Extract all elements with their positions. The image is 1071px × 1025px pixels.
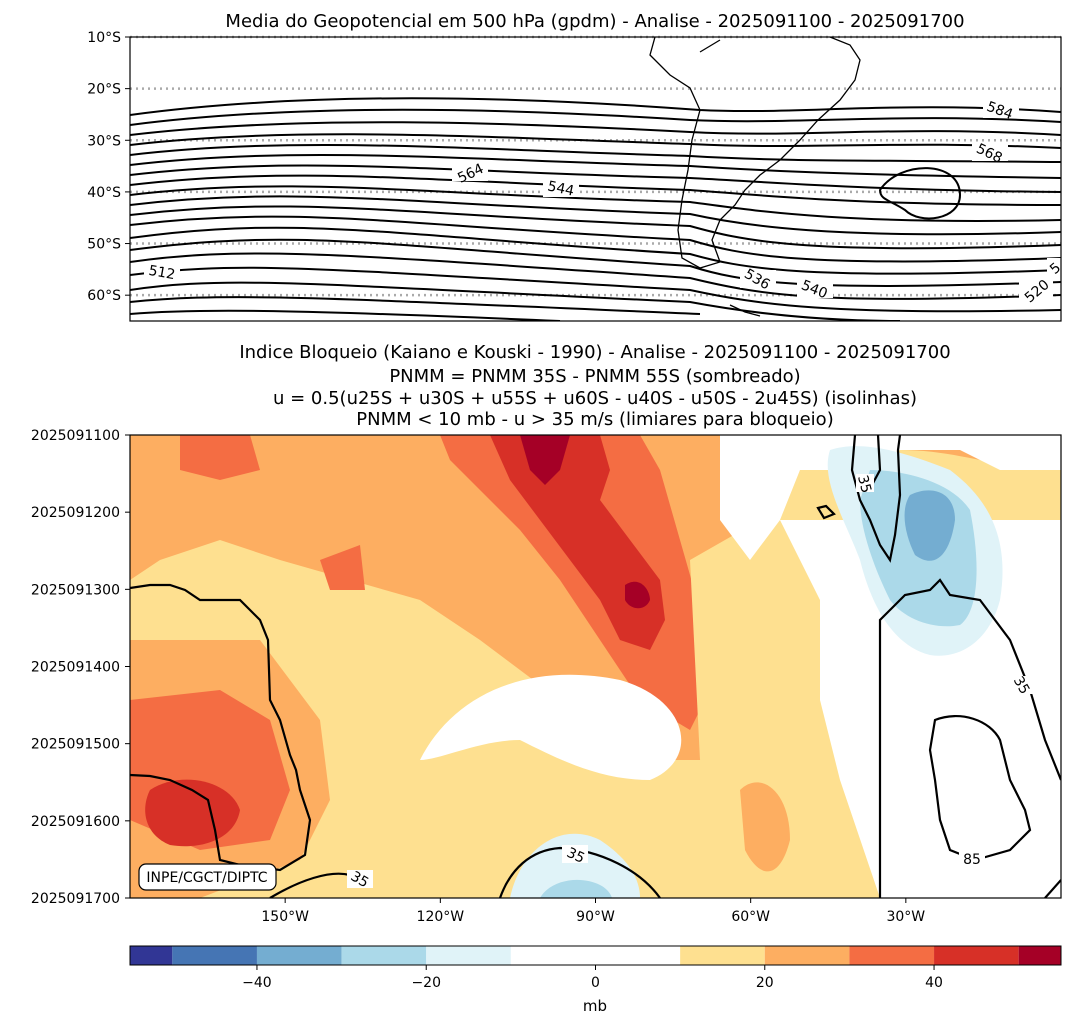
y-tick-label: 10°S: [87, 30, 121, 46]
geopotential-panel: Media do Geopotencial em 500 hPa (gpdm) …: [87, 11, 1064, 322]
bottom-x-axis: 150°W 120°W 90°W 60°W 30°W: [261, 898, 925, 925]
y-tick-label: 2025091300: [31, 582, 120, 598]
credit-box: INPE/CGCT/DIPTC: [138, 863, 277, 891]
y-tick-label: 40°S: [87, 185, 121, 201]
colorbar-tick-label: 40: [925, 975, 943, 991]
colorbar-swatch: [172, 946, 257, 965]
isoline-labels: 35 35 35 35 85: [347, 474, 1033, 891]
colorbar-swatch: [510, 946, 681, 965]
top-frame: [129, 36, 1062, 322]
colorbar-ticks: −40 −20 0 20 40: [242, 965, 943, 991]
isoline-label: 85: [963, 852, 981, 868]
colorbar-swatch: [764, 946, 850, 965]
top-plot-area: [130, 37, 1061, 321]
y-tick-label: 50°S: [87, 237, 121, 253]
y-tick-label: 2025091600: [31, 814, 120, 830]
colorbar: −40 −20 0 20 40 mb: [129, 945, 1062, 1015]
isoline-label: 35: [854, 474, 874, 495]
svg-text:PNMM = PNMM 35S - PNMM 55S (so: PNMM = PNMM 35S - PNMM 55S (sombreado): [389, 366, 800, 387]
x-tick-label: 150°W: [261, 909, 309, 925]
svg-text:u = 0.5(u25S + u30S + u55S + u: u = 0.5(u25S + u30S + u55S + u60S - u40S…: [273, 388, 917, 409]
y-tick-label: 2025091400: [31, 660, 120, 676]
colorbar-tick-label: 0: [591, 975, 600, 991]
y-tick-label: 60°S: [87, 288, 121, 304]
coastline: [649, 37, 861, 317]
colorbar-swatch: [680, 946, 765, 965]
colorbar-swatch: [256, 946, 342, 965]
svg-text:PNMM < 10 mb - u > 35 m/s (lim: PNMM < 10 mb - u > 35 m/s (limiares para…: [356, 409, 833, 430]
x-tick-label: 30°W: [886, 909, 925, 925]
y-tick-label: 2025091100: [31, 428, 120, 444]
y-tick-label: 2025091700: [31, 891, 120, 907]
colorbar-tick-label: −20: [411, 975, 441, 991]
contour-label: 512: [147, 263, 176, 283]
x-tick-label: 90°W: [576, 909, 615, 925]
y-tick-label: 2025091200: [31, 505, 120, 521]
colorbar-tick-label: −40: [242, 975, 272, 991]
x-tick-label: 120°W: [417, 909, 465, 925]
y-tick-label: 30°S: [87, 133, 121, 149]
colorbar-swatches: [130, 946, 1061, 965]
colorbar-swatch: [130, 946, 173, 965]
colorbar-swatch: [341, 946, 427, 965]
u-isolines: [130, 435, 1061, 898]
colorbar-swatch: [849, 946, 935, 965]
bottom-title: Indice Bloqueio (Kaiano e Kouski - 1990)…: [239, 342, 950, 430]
contour-label: 544: [546, 178, 576, 199]
isoline-label: 35: [1010, 674, 1033, 697]
colorbar-swatch: [1018, 946, 1061, 965]
geopotential-contours: [130, 97, 1061, 321]
x-tick-label: 60°W: [731, 909, 770, 925]
isoline-label: 35: [348, 868, 371, 891]
svg-text:Indice Bloqueio (Kaiano e Kous: Indice Bloqueio (Kaiano e Kouski - 1990)…: [239, 342, 950, 363]
colorbar-label: mb: [583, 997, 607, 1015]
y-tick-label: 2025091500: [31, 737, 120, 753]
credit-text: INPE/CGCT/DIPTC: [146, 870, 267, 886]
isoline-label: 35: [564, 845, 587, 867]
colorbar-swatch: [934, 946, 1019, 965]
colorbar-swatch: [426, 946, 511, 965]
y-tick-label: 20°S: [87, 82, 121, 98]
colorbar-tick-label: 20: [756, 975, 774, 991]
top-y-axis: 10°S 20°S 30°S 40°S 50°S 60°S: [87, 30, 130, 304]
bottom-y-axis: 2025091100 2025091200 2025091300 2025091400…: [31, 428, 130, 907]
blocking-index-panel: Indice Bloqueio (Kaiano e Kouski - 1990)…: [31, 342, 1062, 925]
top-title: Media do Geopotencial em 500 hPa (gpdm) …: [225, 11, 964, 32]
